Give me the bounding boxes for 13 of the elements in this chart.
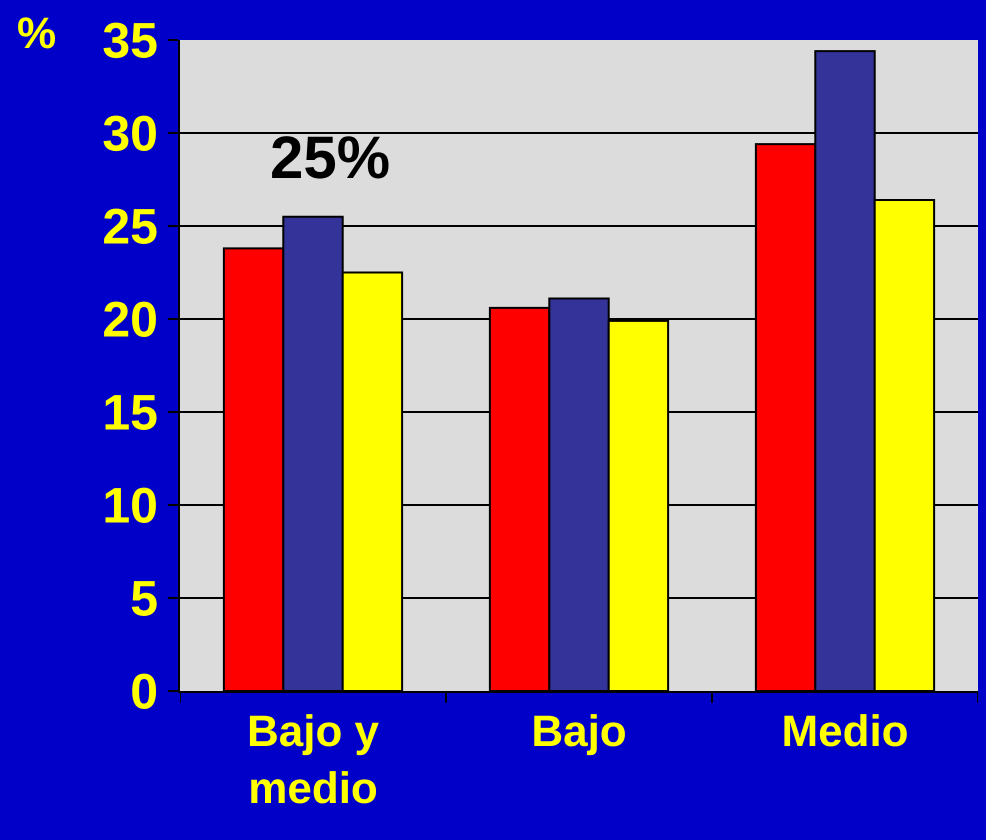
y-tick-label: 0 <box>130 664 158 720</box>
y-tick-label: 30 <box>102 106 158 162</box>
y-tick-label: 25 <box>102 198 158 254</box>
x-tick-label: Bajo <box>531 706 627 756</box>
x-tick-label: Medio <box>781 706 909 756</box>
y-tick-label: 10 <box>102 478 158 534</box>
y-tick-label: 20 <box>102 292 158 348</box>
annotation: 25% <box>270 124 390 191</box>
y-tick-label: 5 <box>130 570 158 626</box>
y-axis-title: % <box>17 9 56 58</box>
x-tick-label: Bajo y medio <box>246 706 380 813</box>
y-tick-label: 35 <box>102 12 158 68</box>
y-tick-label: 15 <box>102 384 158 440</box>
